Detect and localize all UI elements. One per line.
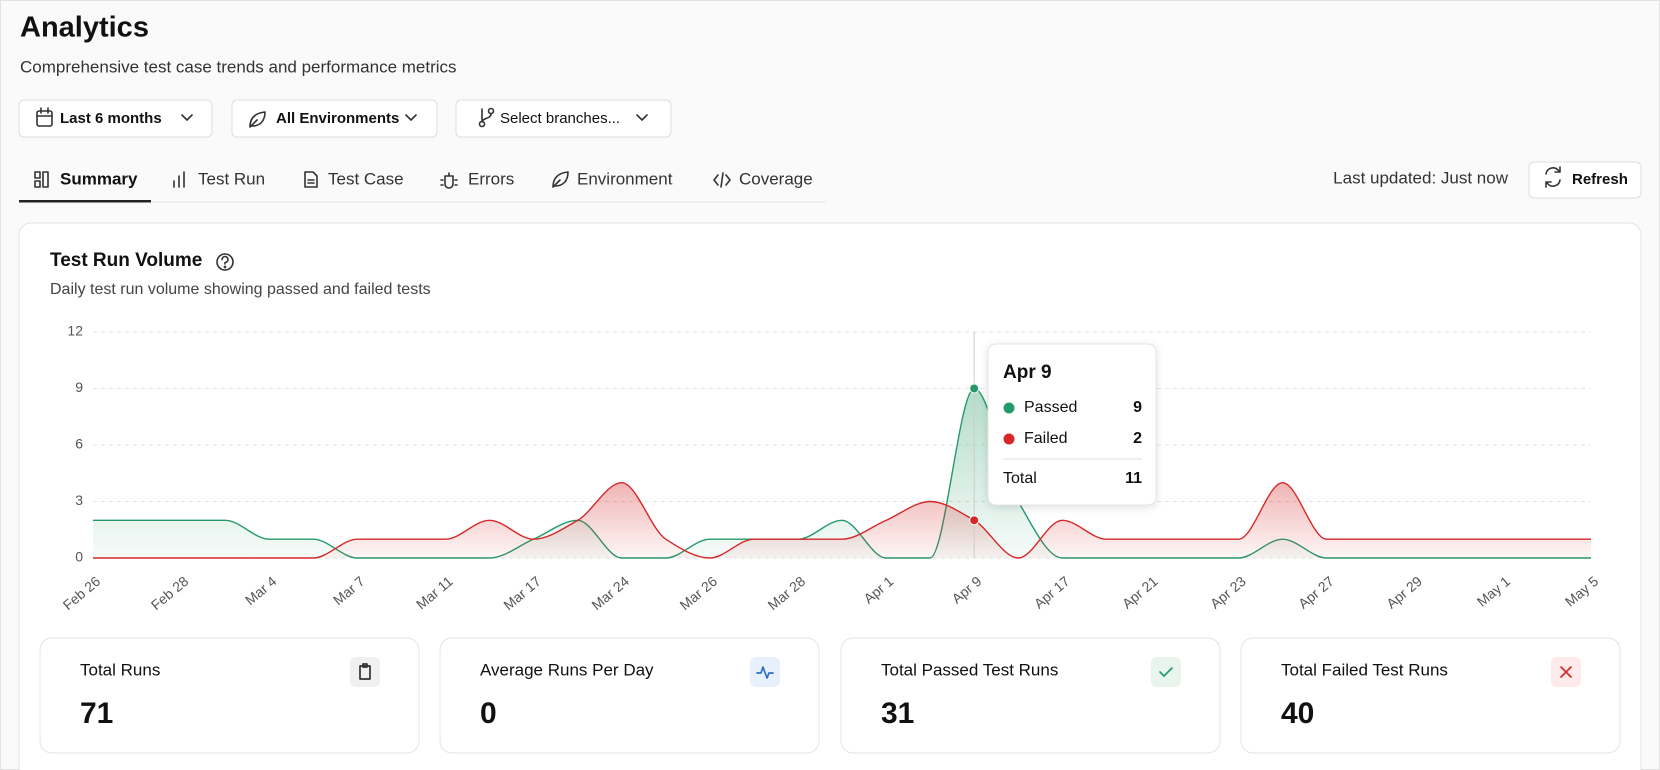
refresh-icon	[1545, 166, 1561, 188]
stat-icon	[756, 666, 774, 679]
tab[interactable]: Test Run	[198, 169, 265, 188]
tooltip-title: Apr 9	[1003, 362, 1052, 383]
y-tick-label: 9	[75, 379, 83, 395]
stat-icon	[1159, 667, 1173, 677]
stat-value: 31	[881, 697, 914, 730]
last-updated: Last updated: Just now	[1333, 168, 1509, 187]
tooltip-total: 11	[1125, 470, 1142, 487]
stat-label: Total Passed Test Runs	[881, 660, 1058, 679]
calendar-icon	[36, 107, 53, 127]
stat-label: Average Runs Per Day	[480, 660, 654, 679]
refresh-button[interactable]	[1528, 161, 1642, 199]
active-dot	[969, 383, 980, 394]
tooltip-swatch	[1003, 433, 1015, 445]
tab[interactable]: Errors	[468, 169, 514, 188]
y-tick-label: 12	[67, 323, 83, 339]
active-tab-underline	[19, 200, 151, 203]
stat-icon	[359, 663, 371, 680]
stat-icon-box	[350, 657, 380, 687]
leaf-icon	[249, 111, 266, 128]
filter-label[interactable]: Select branches...	[500, 110, 620, 127]
tab-icons	[34, 171, 731, 189]
refresh-label[interactable]: Refresh	[1572, 171, 1628, 188]
stat-value: 40	[1281, 697, 1314, 730]
stat-value: 0	[480, 697, 497, 730]
branch-icon	[478, 107, 495, 128]
tooltip-value: 9	[1133, 399, 1142, 416]
branch-filter[interactable]	[455, 99, 672, 138]
page-title: Analytics	[20, 12, 149, 44]
chart-title: Test Run Volume	[50, 250, 202, 271]
help-icon	[216, 253, 234, 271]
stat-card	[840, 637, 1221, 754]
chevrons	[181, 114, 648, 121]
y-tick-label: 6	[75, 436, 83, 452]
tab[interactable]: Coverage	[739, 169, 813, 188]
stat-label: Total Failed Test Runs	[1281, 660, 1448, 679]
tooltip	[987, 343, 1157, 506]
env-filter[interactable]	[231, 99, 438, 138]
page-subtitle: Comprehensive test case trends and perfo…	[20, 57, 457, 76]
tooltip-label: Failed	[1024, 430, 1068, 447]
stat-card	[439, 637, 820, 754]
tooltip-swatch	[1003, 402, 1015, 414]
stat-value: 71	[80, 697, 113, 730]
filter-label[interactable]: Last 6 months	[60, 110, 162, 127]
y-tick-label: 3	[75, 492, 83, 508]
stat-icon	[1560, 666, 1572, 678]
tooltip-value: 2	[1133, 430, 1142, 447]
tab[interactable]: Summary	[60, 169, 138, 188]
active-dot	[969, 515, 980, 526]
chart-card	[18, 222, 1642, 770]
tooltip-label: Passed	[1024, 399, 1077, 416]
y-tick-label: 0	[75, 549, 83, 565]
stat-label: Total Runs	[80, 660, 160, 679]
stat-icon-box	[1151, 657, 1181, 687]
stat-card	[39, 637, 420, 754]
filter-label[interactable]: All Environments	[276, 110, 399, 127]
date-filter[interactable]	[18, 99, 213, 138]
line	[93, 481, 1591, 559]
stat-card	[1240, 637, 1621, 754]
tab[interactable]: Environment	[577, 169, 673, 188]
chart-subtitle: Daily test run volume showing passed and…	[50, 281, 431, 298]
area	[93, 388, 1591, 558]
tooltip-total-label: Total	[1003, 470, 1037, 487]
tab[interactable]: Test Case	[328, 169, 404, 188]
